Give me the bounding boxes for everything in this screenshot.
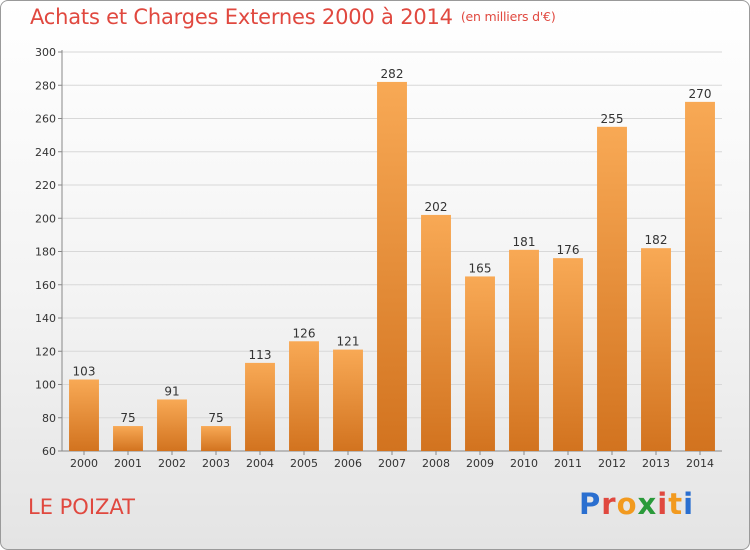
logo-letter: r (601, 487, 617, 521)
y-tick-label: 80 (42, 412, 56, 425)
bar-2005 (289, 341, 319, 451)
data-label-2014: 270 (689, 87, 712, 101)
bar-2014 (685, 101, 715, 451)
bar-2011 (553, 258, 583, 451)
y-tick-label: 100 (35, 379, 56, 392)
x-tick-label-2007: 2007 (378, 457, 406, 470)
bar-2008 (421, 214, 451, 451)
y-tick-label: 120 (35, 345, 56, 358)
logo-letter: i (657, 487, 669, 521)
bar-2006 (333, 349, 363, 451)
y-tick-label: 300 (35, 46, 56, 59)
x-tick-label-2014: 2014 (686, 457, 714, 470)
bar-2004 (245, 362, 275, 451)
data-label-2007: 282 (381, 67, 404, 81)
bar-2012 (597, 126, 627, 451)
y-tick-label: 200 (35, 212, 56, 225)
x-tick-label-2012: 2012 (598, 457, 626, 470)
bar-2002 (157, 399, 187, 451)
logo-letter: x (637, 487, 658, 521)
data-label-2001: 75 (120, 411, 135, 425)
y-tick-label: 160 (35, 279, 56, 292)
data-label-2011: 176 (557, 243, 580, 257)
x-tick-label-2010: 2010 (510, 457, 538, 470)
y-tick-label: 140 (35, 312, 56, 325)
x-tick-label-2009: 2009 (466, 457, 494, 470)
data-label-2004: 113 (249, 348, 272, 362)
chart-title-text: Achats et Charges Externes 2000 à 2014 (30, 5, 453, 29)
x-tick-label-2013: 2013 (642, 457, 670, 470)
x-tick-label-2011: 2011 (554, 457, 582, 470)
y-tick-label: 280 (35, 79, 56, 92)
logo-letter: t (668, 487, 684, 521)
bar-2003 (201, 426, 231, 451)
chart-unit: (en milliers d'€) (460, 9, 556, 24)
logo-letter: i (683, 487, 695, 521)
bars (69, 81, 715, 452)
x-tick-label-2005: 2005 (290, 457, 318, 470)
y-tick-label: 60 (42, 445, 56, 458)
data-label-2010: 181 (513, 235, 536, 249)
proxiti-logo: Proxiti (579, 487, 694, 521)
x-tick-label-2006: 2006 (334, 457, 362, 470)
logo-letter: P (579, 487, 602, 521)
place-name: LE POIZAT (28, 495, 135, 519)
bar-2007 (377, 81, 407, 452)
data-label-2009: 165 (469, 261, 492, 275)
bar-2009 (465, 276, 495, 451)
x-tick-label-2008: 2008 (422, 457, 450, 470)
x-tick-label-2003: 2003 (202, 457, 230, 470)
data-label-2000: 103 (73, 365, 96, 379)
data-label-2003: 75 (208, 411, 223, 425)
y-tick-label: 180 (35, 246, 56, 259)
data-label-2012: 255 (601, 112, 624, 126)
labels: 60 80 100 120 140 160 180 200 220 240 260 280 300 200… (35, 46, 714, 470)
x-tick-label-2000: 2000 (70, 457, 98, 470)
bar-2000 (69, 379, 99, 451)
data-label-2002: 91 (164, 384, 179, 398)
chart-title: Achats et Charges Externes 2000 à 2014 (e… (30, 5, 556, 29)
data-label-2006: 121 (337, 335, 360, 349)
data-label-2008: 202 (425, 200, 448, 214)
y-tick-label: 220 (35, 179, 56, 192)
x-tick-label-2002: 2002 (158, 457, 186, 470)
logo-letter: o (616, 487, 638, 521)
bar-2013 (641, 248, 671, 451)
bar-2010 (509, 249, 539, 451)
y-tick-label: 260 (35, 113, 56, 126)
x-tick-label-2004: 2004 (246, 457, 274, 470)
y-tick-label: 240 (35, 146, 56, 159)
bar-2001 (113, 426, 143, 451)
data-label-2013: 182 (645, 233, 668, 247)
x-tick-label-2001: 2001 (114, 457, 142, 470)
data-label-2005: 126 (293, 326, 316, 340)
